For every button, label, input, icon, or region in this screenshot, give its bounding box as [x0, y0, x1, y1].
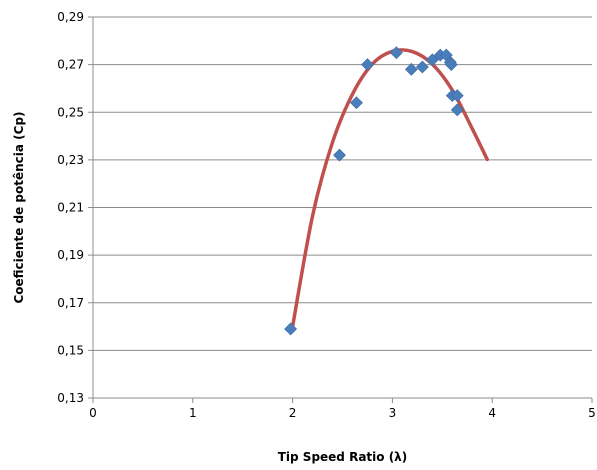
y-tick-label: 0,23 — [57, 153, 84, 167]
data-point — [284, 322, 298, 336]
x-tick-label: 2 — [289, 406, 297, 420]
data-point — [425, 53, 439, 67]
data-point — [333, 148, 346, 162]
data-point — [361, 58, 374, 72]
y-tick-label: 0,13 — [57, 391, 84, 405]
y-tick-label: 0,19 — [57, 248, 84, 262]
data-point — [415, 60, 429, 74]
x-tick-label: 3 — [389, 406, 397, 420]
axes — [92, 17, 592, 399]
x-axis-title: Tip Speed Ratio (λ) — [278, 450, 408, 464]
data-point — [389, 46, 403, 60]
scatter-series — [284, 46, 464, 336]
data-point — [444, 58, 458, 72]
data-point — [450, 89, 464, 103]
y-tick-label: 0,21 — [57, 201, 84, 215]
x-tick-label: 4 — [488, 406, 496, 420]
x-tick-label: 5 — [588, 406, 596, 420]
gridlines — [88, 16, 593, 403]
x-tick-label: 0 — [89, 406, 97, 420]
y-axis-title: Coeficiente de potência (Cp) — [12, 111, 26, 303]
y-tick-label: 0,25 — [57, 105, 84, 119]
data-point — [350, 96, 363, 110]
data-point — [404, 62, 418, 76]
y-tick-label: 0,15 — [57, 343, 84, 357]
y-tick-label: 0,29 — [57, 10, 84, 24]
data-point — [450, 103, 464, 117]
x-tick-label: 1 — [189, 406, 197, 420]
y-tick-label: 0,27 — [57, 58, 84, 72]
x-tick-labels: 0 1 2 3 4 5 — [89, 406, 596, 420]
y-tick-labels: 0,13 0,15 0,17 0,19 0,21 0,23 0,25 0,27 0,29 — [57, 10, 84, 405]
y-tick-label: 0,17 — [57, 296, 84, 310]
